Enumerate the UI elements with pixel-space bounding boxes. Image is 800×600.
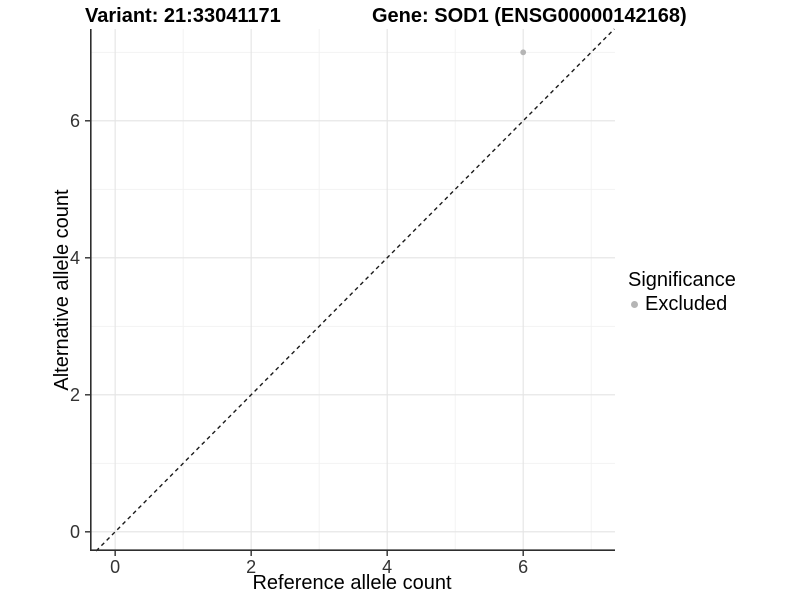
plot-panel	[85, 28, 615, 556]
x-tick-label: 6	[518, 557, 529, 577]
identity-line	[95, 28, 615, 552]
plot-svg	[85, 28, 615, 556]
x-tick-label: 0	[110, 557, 121, 577]
legend: Significance Excluded	[628, 269, 736, 314]
x-tick-label: 2	[246, 557, 257, 577]
y-tick-label: 6	[69, 110, 80, 131]
plot-title-variant: Variant: 21:33041171	[85, 5, 281, 27]
legend-items: Excluded	[628, 294, 736, 314]
y-tick-label: 2	[69, 384, 80, 405]
data-point	[520, 49, 527, 56]
y-tick-label: 0	[69, 521, 80, 542]
legend-item: Excluded	[628, 294, 736, 314]
legend-label: Excluded	[645, 293, 728, 315]
legend-point-icon	[631, 300, 638, 308]
plot-title-gene: Gene: SOD1 (ENSG00000142168)	[372, 5, 687, 27]
legend-title: Significance	[628, 269, 736, 291]
x-axis-label: Reference allele count	[252, 572, 452, 594]
x-tick-label: 4	[382, 557, 393, 577]
y-tick-label: 4	[69, 247, 80, 268]
